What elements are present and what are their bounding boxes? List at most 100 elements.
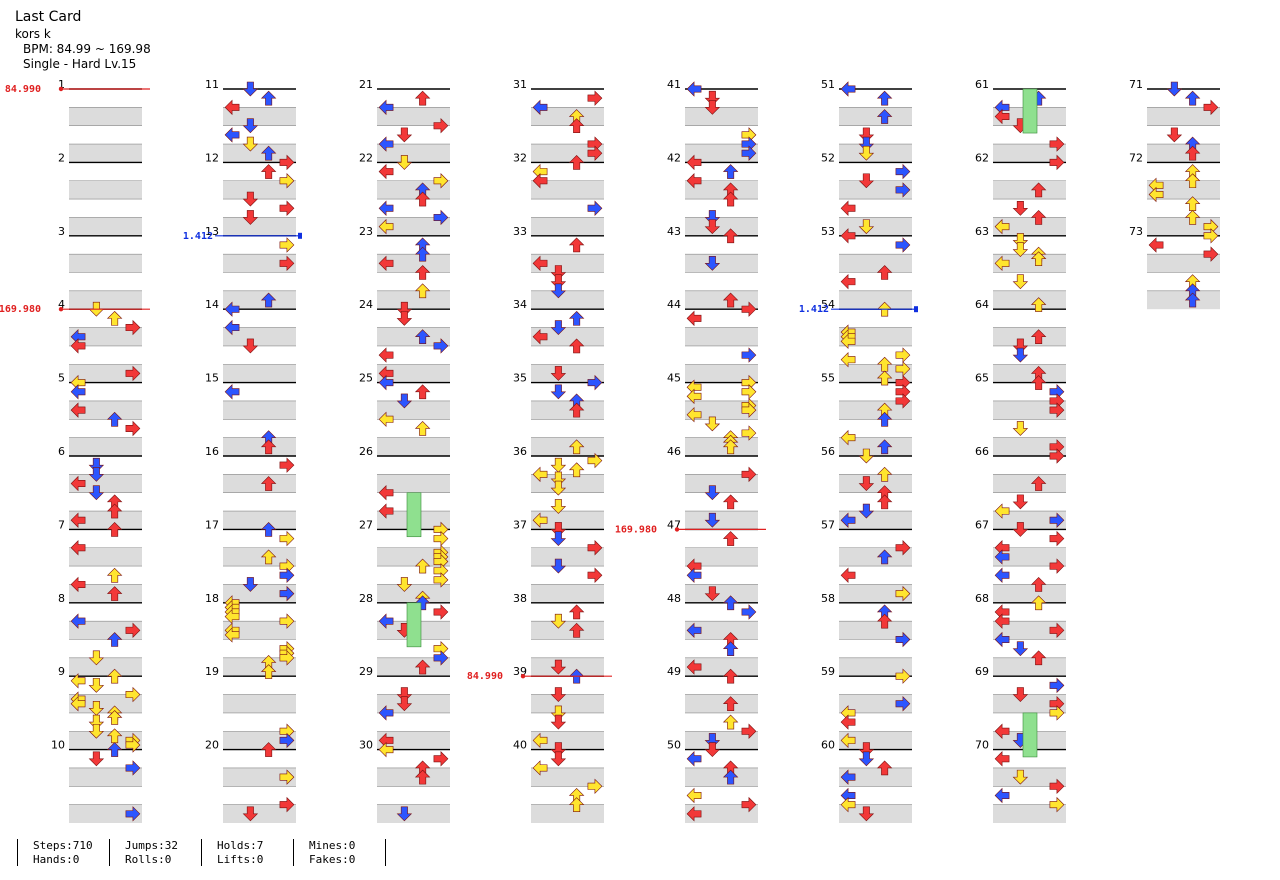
stat-fakes: Fakes:0 bbox=[309, 853, 356, 866]
step-arrow bbox=[224, 627, 240, 643]
step-arrow bbox=[876, 411, 893, 427]
step-arrow bbox=[70, 475, 86, 492]
step-arrow bbox=[568, 237, 585, 253]
step-arrow bbox=[994, 787, 1010, 804]
beat-stripe bbox=[993, 804, 1066, 823]
step-arrow bbox=[1184, 145, 1201, 161]
step-arrow bbox=[686, 659, 702, 675]
step-arrow bbox=[550, 480, 567, 496]
step-arrow bbox=[279, 650, 295, 666]
step-arrow bbox=[414, 558, 431, 574]
song-artist: kors k bbox=[15, 27, 51, 41]
step-arrow bbox=[686, 154, 702, 171]
step-arrow bbox=[106, 742, 123, 757]
step-arrow bbox=[550, 457, 567, 473]
stat-lifts: Lifts:0 bbox=[217, 853, 264, 866]
step-arrow bbox=[1030, 210, 1047, 225]
step-arrow bbox=[125, 319, 141, 336]
step-arrow bbox=[895, 585, 911, 602]
step-arrow bbox=[532, 466, 548, 483]
step-arrow bbox=[895, 237, 911, 253]
step-arrow bbox=[279, 732, 295, 749]
step-arrow bbox=[704, 416, 721, 432]
step-arrow bbox=[686, 751, 702, 767]
beat-stripe bbox=[377, 180, 450, 200]
step-arrow bbox=[1203, 99, 1219, 116]
beat-stripe bbox=[993, 217, 1066, 236]
step-arrow bbox=[994, 751, 1010, 767]
step-arrow bbox=[378, 741, 394, 758]
step-arrow bbox=[70, 576, 86, 593]
beat-stripe bbox=[69, 290, 142, 310]
step-arrow bbox=[840, 228, 856, 244]
step-arrow bbox=[396, 393, 413, 409]
beat-stripe bbox=[839, 767, 912, 787]
beat-stripe bbox=[377, 327, 450, 346]
step-arrow bbox=[1012, 641, 1029, 657]
measure-number: 72 bbox=[1129, 151, 1143, 164]
beat-stripe bbox=[839, 694, 912, 713]
step-arrow bbox=[895, 631, 911, 648]
stop-label: 1.412 bbox=[799, 304, 829, 315]
beat-stripe bbox=[993, 400, 1066, 420]
step-arrow bbox=[378, 411, 394, 428]
step-arrow bbox=[858, 173, 875, 189]
stats-divider bbox=[293, 839, 294, 866]
beat-stripe bbox=[223, 290, 296, 310]
step-arrow bbox=[433, 117, 449, 134]
step-arrow bbox=[741, 723, 757, 739]
beat-stripe bbox=[377, 290, 450, 310]
beat-stripe bbox=[69, 400, 142, 420]
beat-stripe bbox=[377, 437, 450, 456]
step-arrow bbox=[414, 769, 431, 785]
step-arrow bbox=[686, 567, 702, 583]
beat-stripe bbox=[531, 547, 604, 567]
difficulty-info: Single - Hard Lv.15 bbox=[23, 57, 137, 71]
beat-stripe bbox=[377, 364, 450, 383]
beat-stripe bbox=[993, 327, 1066, 346]
hold-body bbox=[406, 602, 422, 648]
step-arrow bbox=[1049, 677, 1065, 694]
measure-number: 14 bbox=[205, 298, 219, 311]
beat-stripe bbox=[69, 474, 142, 493]
stat-mines: Mines:0 bbox=[309, 839, 356, 852]
stats-divider bbox=[385, 839, 386, 866]
beat-stripe bbox=[993, 767, 1066, 787]
beat-stripe bbox=[377, 144, 450, 163]
step-arrow bbox=[433, 173, 449, 189]
step-arrow bbox=[433, 530, 449, 547]
step-arrow bbox=[260, 439, 277, 455]
step-arrow bbox=[70, 512, 86, 528]
step-arrow bbox=[125, 365, 141, 382]
beat-stripe bbox=[839, 180, 912, 200]
beat-stripe bbox=[531, 731, 604, 750]
beat-stripe bbox=[685, 364, 758, 383]
hold-body bbox=[1022, 712, 1038, 758]
step-arrow bbox=[994, 255, 1010, 272]
step-arrow bbox=[1030, 329, 1047, 345]
measure-number: 11 bbox=[205, 78, 219, 91]
step-arrow bbox=[396, 696, 413, 712]
beat-stripe bbox=[377, 657, 450, 677]
step-arrow bbox=[378, 613, 394, 629]
beat-stripe bbox=[993, 657, 1066, 677]
step-arrow bbox=[396, 577, 413, 592]
step-arrow bbox=[895, 393, 911, 409]
step-arrow bbox=[414, 421, 431, 436]
beat-stripe bbox=[993, 547, 1066, 567]
step-arrow bbox=[224, 127, 240, 143]
step-arrow bbox=[1012, 274, 1029, 290]
step-arrow bbox=[741, 301, 757, 317]
step-arrow bbox=[550, 687, 567, 702]
beat-stripe bbox=[69, 767, 142, 787]
step-arrow bbox=[895, 182, 911, 198]
step-arrow bbox=[1049, 136, 1065, 152]
beat-stripe bbox=[223, 621, 296, 640]
beat-stripe bbox=[685, 804, 758, 823]
beat-stripe bbox=[531, 657, 604, 677]
step-arrow bbox=[1203, 228, 1219, 244]
step-arrow bbox=[242, 191, 259, 207]
measure-number: 44 bbox=[667, 298, 681, 311]
step-arrow bbox=[994, 631, 1010, 648]
step-arrow bbox=[568, 439, 585, 455]
